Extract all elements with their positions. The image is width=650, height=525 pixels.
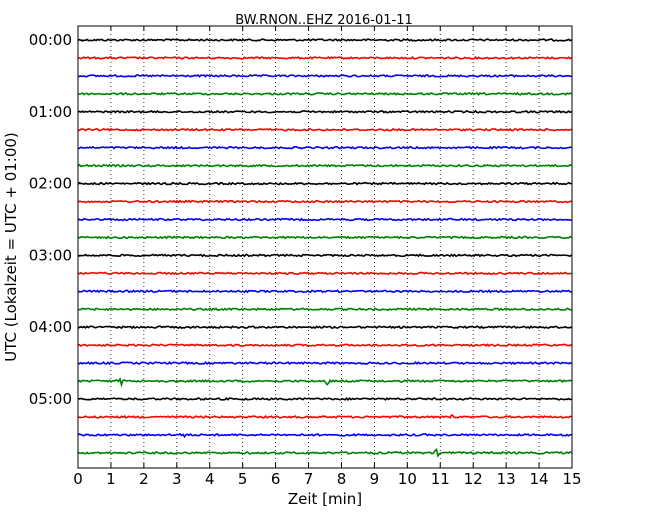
plot-frame (77, 25, 573, 469)
seismic-trace (77, 55, 573, 60)
chart-title: BW.RNON..EHZ 2016-01-11 (235, 13, 413, 28)
seismic-trace (77, 109, 572, 114)
x-tick-label: 7 (304, 470, 314, 488)
seismic-trace (77, 361, 572, 366)
x-axis-label: Zeit [min] (288, 490, 362, 508)
seismic-trace (77, 447, 572, 458)
x-tick-label: 13 (497, 470, 516, 488)
y-tick-label: 03:00 (29, 246, 72, 264)
seismic-trace (77, 325, 572, 330)
seismic-trace (77, 413, 572, 419)
x-tick-label: 15 (562, 470, 581, 488)
y-axis-label: UTC (Lokalzeit = UTC + 01:00) (2, 132, 20, 362)
y-tick-label: 01:00 (29, 103, 72, 121)
y-tick-label: 00:00 (29, 31, 72, 49)
seismic-trace (77, 163, 572, 168)
x-tick-label: 6 (271, 470, 281, 488)
x-tick-label: 3 (172, 470, 182, 488)
seismic-trace (77, 343, 572, 348)
seismic-trace (77, 181, 572, 186)
seismic-trace (77, 396, 572, 402)
seismic-trace (77, 199, 572, 204)
x-tick-label: 10 (398, 470, 417, 488)
y-tick-label: 05:00 (29, 390, 72, 408)
x-tick-label: 9 (370, 470, 380, 488)
y-tick-label: 04:00 (29, 318, 72, 336)
x-tick-label: 0 (73, 470, 83, 488)
x-tick-label: 4 (205, 470, 215, 488)
seismic-trace (77, 235, 572, 240)
x-axis: 0 1 2 3 4 5 6 7 8 9 10 11 12 13 14 15 (73, 26, 582, 488)
x-tick-label: 14 (530, 470, 549, 488)
seismic-trace (77, 145, 572, 150)
seismic-trace (77, 376, 572, 388)
seismic-trace (77, 307, 572, 312)
x-tick-label: 11 (431, 470, 450, 488)
seismic-trace (77, 127, 572, 132)
x-tick-label: 1 (106, 470, 116, 488)
y-axis: 00:00 01:00 02:00 03:00 04:00 05:00 (29, 31, 83, 408)
x-tick-label: 8 (337, 470, 347, 488)
y-tick-label: 02:00 (29, 175, 72, 193)
seismic-trace (77, 432, 572, 439)
trace-group (77, 38, 573, 458)
x-tick-label: 5 (238, 470, 248, 488)
seismic-trace (77, 217, 572, 222)
seismic-trace (77, 289, 572, 294)
x-tick-label: 2 (139, 470, 149, 488)
x-tick-label: 12 (464, 470, 483, 488)
seismic-trace (77, 271, 572, 276)
seismic-trace (77, 38, 572, 42)
seismic-trace (77, 74, 572, 78)
grid-lines (110, 26, 540, 468)
seismic-trace (77, 253, 572, 258)
seismic-trace (77, 91, 572, 96)
